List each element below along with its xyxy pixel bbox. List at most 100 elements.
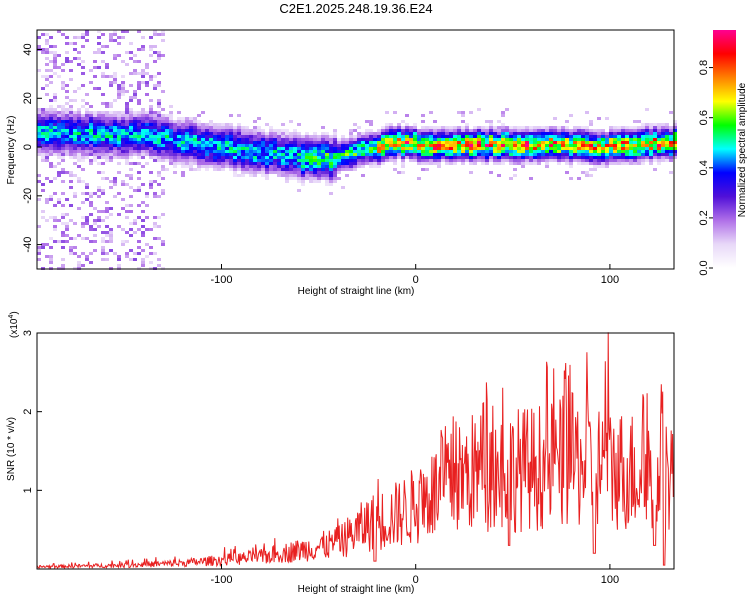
spectrogram-cell	[293, 177, 297, 180]
spectrogram-cell	[485, 120, 489, 123]
spectrogram-cell	[373, 132, 377, 135]
spectrogram-cell	[133, 72, 137, 75]
snr-y-ticks: 123	[22, 330, 42, 493]
spectrogram-cell	[573, 132, 577, 135]
spectrogram-cell	[557, 156, 561, 159]
spectrogram-cell	[197, 162, 201, 165]
spectrogram-cell	[609, 132, 613, 135]
spectrogram-cell	[321, 162, 325, 165]
spectrogram-cell	[325, 168, 329, 171]
spectrogram-cell	[173, 156, 177, 159]
spectrogram-cell	[525, 126, 529, 129]
spectrogram-cell	[613, 141, 617, 144]
spectrogram-cell	[657, 150, 661, 153]
spectrogram-cell	[481, 162, 485, 165]
spectrogram-cell	[49, 108, 53, 111]
spectrogram-cell	[177, 126, 181, 129]
spectrogram-cell	[37, 174, 41, 177]
spectrogram-cell	[81, 132, 85, 135]
snr-x-ticks: -100 0 100	[210, 564, 619, 586]
spectrogram-cell	[213, 147, 217, 150]
spectrogram-cell	[453, 135, 457, 138]
spectrogram-cell	[73, 120, 77, 123]
spectrogram-cell	[69, 132, 73, 135]
spectrogram-cell	[49, 147, 53, 150]
spectrogram-cell	[97, 132, 101, 135]
spectrogram-cell	[289, 159, 293, 162]
spectrogram-cell	[213, 144, 217, 147]
spectrogram-cell	[345, 168, 349, 171]
spectrogram-cell	[325, 144, 329, 147]
spectrogram-cell	[337, 147, 341, 150]
spectrogram-cell	[305, 141, 309, 144]
spectrogram-cell	[453, 147, 457, 150]
spectrogram-cell	[37, 129, 41, 132]
spectrogram-cell	[657, 132, 661, 135]
spectrogram-cell	[429, 129, 433, 132]
spectrogram-cell	[121, 93, 125, 96]
spectrogram-cell	[321, 165, 325, 168]
spectrogram-cell	[193, 162, 197, 165]
spectrogram-cell	[85, 144, 89, 147]
spectrogram-cell	[557, 129, 561, 132]
spectrogram-cell	[473, 126, 477, 129]
spectrogram-cell	[417, 147, 421, 150]
spectrogram-cell	[377, 147, 381, 150]
spectrogram-cell	[141, 69, 145, 72]
spectrogram-cell	[217, 132, 221, 135]
spectrogram-cell	[137, 246, 141, 249]
spectrogram-cell	[381, 129, 385, 132]
spectrogram-cell	[405, 150, 409, 153]
spectrogram-cell	[369, 123, 373, 126]
spectrogram-cell	[553, 144, 557, 147]
spectrogram-cell	[317, 156, 321, 159]
spectrogram-cell	[81, 114, 85, 117]
spectrogram-cell	[433, 135, 437, 138]
spectrogram-cell	[233, 174, 237, 177]
spectrogram-cell	[605, 117, 609, 120]
spectrogram-cell	[629, 144, 633, 147]
spectrogram-cell	[97, 129, 101, 132]
spectrogram-cell	[425, 135, 429, 138]
spectrogram-cell	[585, 150, 589, 153]
spectrogram-cell	[229, 165, 233, 168]
spectrogram-cell	[269, 135, 273, 138]
spectrogram-cell	[469, 153, 473, 156]
spectrogram-cell	[181, 150, 185, 153]
spectrogram-cell	[445, 135, 449, 138]
spectrogram-cell	[277, 168, 281, 171]
spectrogram-cell	[497, 132, 501, 135]
spectrogram-cell	[77, 129, 81, 132]
spectrogram-cell	[405, 123, 409, 126]
spectrogram-cell	[133, 147, 137, 150]
spectrogram-cell	[45, 153, 49, 156]
spectrogram-cell	[305, 156, 309, 159]
spectrogram-cell	[497, 144, 501, 147]
spectrogram-cell	[477, 108, 481, 111]
spectrogram-cell	[77, 51, 81, 54]
spectrogram-cell	[313, 138, 317, 141]
spectrogram-cell	[509, 138, 513, 141]
spectrogram-cell	[577, 144, 581, 147]
spectrogram-cell	[465, 129, 469, 132]
spectrogram-cell	[353, 147, 357, 150]
spectrogram-cell	[669, 138, 673, 141]
spectrogram-cell	[81, 180, 85, 183]
spectrogram-cell	[241, 132, 245, 135]
spectrogram-cell	[669, 144, 673, 147]
spectrogram-cell	[377, 138, 381, 141]
spectrogram-cell	[69, 141, 73, 144]
spectrogram-cell	[281, 123, 285, 126]
spectrogram-cell	[69, 144, 73, 147]
spectrogram-cell	[625, 144, 629, 147]
spectrogram-cell	[97, 123, 101, 126]
spectrogram-cell	[157, 54, 161, 57]
spectrogram-cell	[393, 138, 397, 141]
spectrogram-cell	[157, 81, 161, 84]
spectrogram-cell	[141, 219, 145, 222]
spectrogram-cell	[97, 141, 101, 144]
spectrogram-cell	[385, 138, 389, 141]
spectrogram-cell	[169, 138, 173, 141]
spectrogram-cell	[345, 156, 349, 159]
spectrogram-cell	[565, 153, 569, 156]
